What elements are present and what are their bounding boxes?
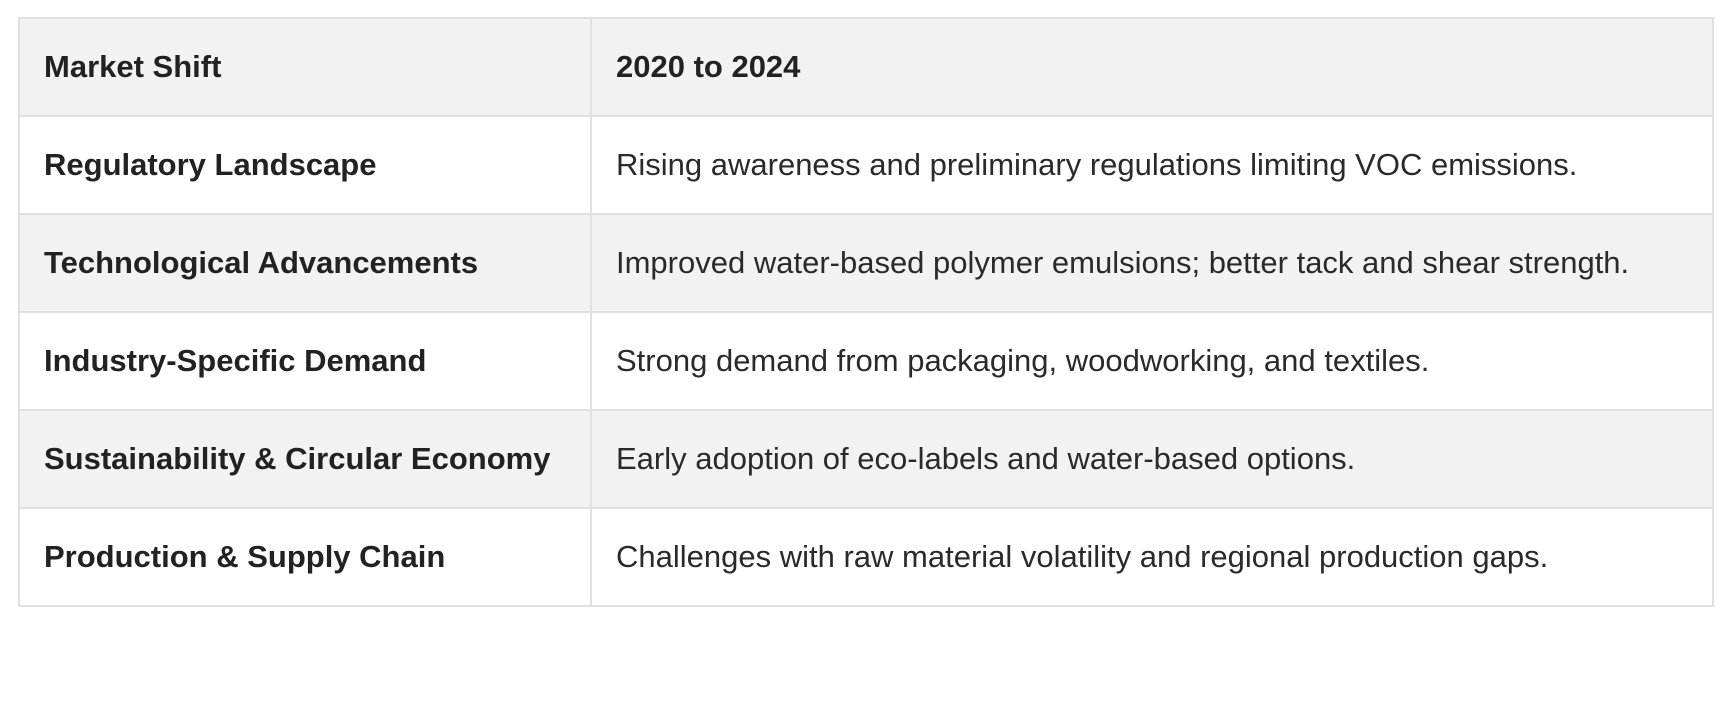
row-label-production: Production & Supply Chain xyxy=(18,507,592,607)
row-label-industry-demand: Industry-Specific Demand xyxy=(18,311,592,411)
table-row: Regulatory Landscape Rising awareness an… xyxy=(18,115,1714,215)
row-detail-industry-demand: Strong demand from packaging, woodworkin… xyxy=(590,311,1714,411)
row-detail-sustainability: Early adoption of eco-labels and water-b… xyxy=(590,409,1714,509)
row-detail-production: Challenges with raw material volatility … xyxy=(590,507,1714,607)
row-label-sustainability: Sustainability & Circular Economy xyxy=(18,409,592,509)
table-row: Sustainability & Circular Economy Early … xyxy=(18,409,1714,509)
row-detail-regulatory: Rising awareness and preliminary regulat… xyxy=(590,115,1714,215)
market-shift-table-container: Market Shift 2020 to 2024 Regulatory Lan… xyxy=(18,17,1714,607)
row-label-technological: Technological Advancements xyxy=(18,213,592,313)
header-period: 2020 to 2024 xyxy=(590,17,1714,117)
market-shift-table: Market Shift 2020 to 2024 Regulatory Lan… xyxy=(18,17,1714,607)
row-label-regulatory: Regulatory Landscape xyxy=(18,115,592,215)
table-header-row: Market Shift 2020 to 2024 xyxy=(18,17,1714,117)
table-row: Industry-Specific Demand Strong demand f… xyxy=(18,311,1714,411)
header-market-shift: Market Shift xyxy=(18,17,592,117)
table-row: Production & Supply Chain Challenges wit… xyxy=(18,507,1714,607)
row-detail-technological: Improved water-based polymer emulsions; … xyxy=(590,213,1714,313)
table-row: Technological Advancements Improved wate… xyxy=(18,213,1714,313)
